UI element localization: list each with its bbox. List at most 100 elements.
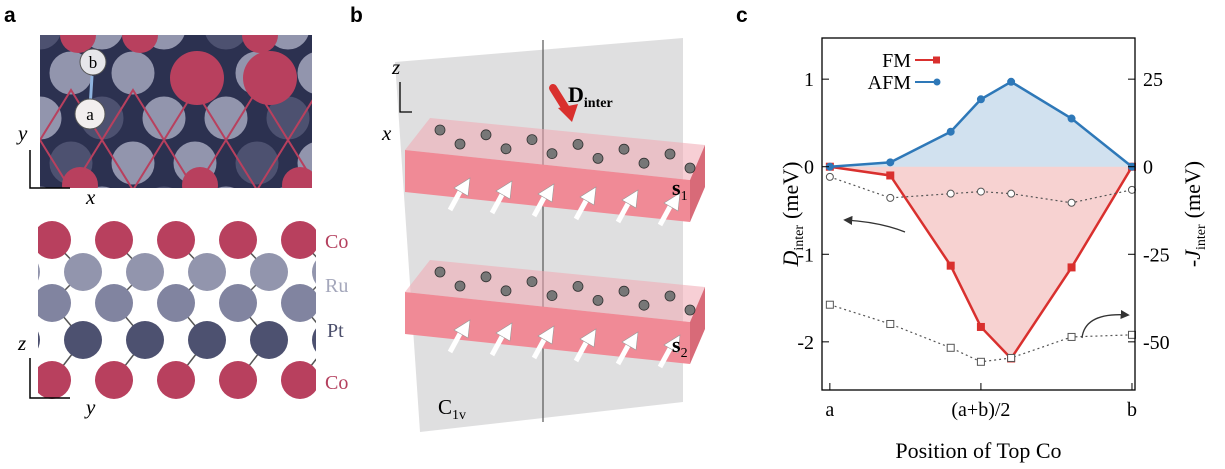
atom [685,305,695,315]
unit: (meV) [1180,161,1205,218]
atom [0,141,31,185]
layer-label: Pt [327,320,344,342]
marker [826,173,833,180]
page: a b a y x Co Ru Pt Co z y b z x Dinter s… [0,0,1225,469]
atom [250,321,288,359]
subscript: inter [1194,224,1209,250]
layer-label: Co [325,372,348,394]
atom [60,17,96,53]
atom [619,286,629,296]
y2-tick-label: -50 [1143,332,1170,354]
marker [1008,354,1015,361]
marker [1008,78,1015,85]
atom [665,149,675,159]
site-label: b [89,53,98,72]
unit: (meV) [778,162,803,219]
atom [157,361,195,399]
marker [887,172,894,179]
atom [281,221,319,259]
atom [593,295,603,305]
legend-label: AFM [868,72,912,94]
site-label: a [86,105,94,124]
panel-label: a [4,4,16,27]
atom [250,253,288,291]
atom [527,277,537,287]
atom [204,6,248,50]
atom [435,267,445,277]
atom [281,284,319,322]
atom [0,51,31,95]
marker [887,159,894,166]
y-tick-label: 1 [804,69,814,91]
atom [219,361,257,399]
atom [481,130,491,140]
atom [685,163,695,173]
atom [501,286,511,296]
atom [639,300,649,310]
marker [1068,199,1075,206]
atom [343,361,381,399]
atom [64,321,102,359]
y-tick-label: 0 [804,157,814,179]
bond [0,272,21,303]
atom [95,361,133,399]
symbol: C [438,395,452,419]
atom [157,221,195,259]
symbol: D [778,250,803,267]
atom [547,149,557,159]
atom [297,51,341,95]
legend-marker [934,79,941,86]
atom [343,221,381,259]
x-tick-label: (a+b)/2 [951,399,1010,421]
bond [362,240,393,272]
axis-letter: x [381,121,392,145]
atom [665,291,675,301]
atom [0,284,9,322]
atom [619,144,629,154]
y-axis-label: Dinter (meV) [778,162,807,268]
atom [95,284,133,322]
atom [343,284,381,322]
atom [435,125,445,135]
chart: 10-1-2250-25-50a(a+b)/2bPosition of Top … [778,38,1209,463]
layer-label: Ru [325,275,348,297]
atom [33,284,71,322]
y2-tick-label: 25 [1143,69,1163,91]
atom [0,221,9,259]
marker [947,190,954,197]
bond [362,303,393,340]
figure: a b a y x Co Ru Pt Co z y b z x Dinter s… [0,0,1225,469]
subscript: inter [792,225,807,251]
atom [282,167,318,203]
atom [527,135,537,145]
atom [328,96,372,140]
atom [374,253,412,291]
y2-tick-label: -25 [1143,244,1170,266]
marker [977,188,984,195]
x-tick-label: b [1127,399,1137,421]
subscript: 1v [452,408,466,423]
marker [977,96,984,103]
x-axis-label: Position of Top Co [895,438,1061,463]
area [830,82,1132,167]
symbol: D [568,82,584,107]
atom [593,153,603,163]
atom [33,361,71,399]
marker [887,194,894,201]
legend-marker [933,57,940,64]
atom [2,253,40,291]
bond [362,340,393,380]
atom [281,361,319,399]
atom [242,17,278,53]
marker [1068,115,1075,122]
atom [182,167,218,203]
y2-tick-label: 0 [1143,157,1153,179]
marker [947,262,954,269]
marker [947,344,954,351]
marker [1068,264,1075,271]
axis-pointer [845,220,905,232]
layer-label: Co [325,231,348,253]
axis-pointer [1082,315,1128,338]
subscript: inter [584,96,613,111]
side-view-atoms [0,221,412,399]
